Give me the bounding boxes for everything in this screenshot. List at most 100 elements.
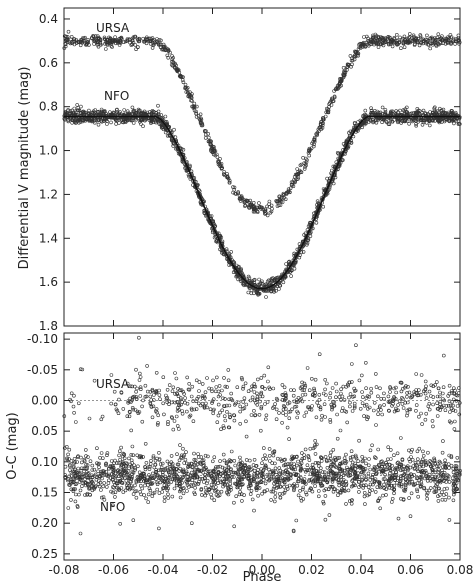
- residual-point-ursa: [265, 400, 270, 404]
- top-data-point-ursa: [428, 36, 432, 41]
- top-data-point-ursa: [109, 44, 114, 48]
- top-data-point-ursa: [441, 38, 445, 42]
- top-data-point-ursa: [65, 40, 70, 44]
- top-data-point-ursa: [307, 146, 312, 151]
- residual-point-ursa: [369, 386, 373, 391]
- top-data-point-ursa: [332, 94, 337, 99]
- residual-point-nfo: [323, 455, 328, 459]
- residual-point-ursa: [376, 412, 380, 417]
- top-data-point-ursa: [352, 53, 357, 58]
- residual-point-nfo: [181, 446, 185, 451]
- top-y-tick-label: 1.8: [39, 319, 58, 333]
- top-data-point-nfo: [292, 266, 297, 271]
- residual-point-ursa: [405, 394, 409, 399]
- residual-point-nfo: [67, 447, 72, 452]
- top-data-point-ursa: [337, 81, 342, 85]
- top-data-point-ursa: [429, 41, 434, 46]
- residual-point-ursa: [236, 400, 241, 405]
- top-data-point-ursa: [197, 116, 202, 121]
- residual-point-nfo: [443, 497, 448, 502]
- top-data-point-ursa: [360, 44, 365, 49]
- top-data-point-nfo: [260, 279, 264, 284]
- residual-point-nfo: [366, 471, 371, 476]
- residual-point-nfo: [172, 486, 177, 491]
- residual-point-ursa: [427, 407, 432, 412]
- top-data-point-ursa: [248, 203, 252, 207]
- residual-point-nfo: [248, 492, 253, 496]
- residual-point-nfo: [146, 500, 150, 504]
- top-data-point-ursa: [369, 40, 374, 45]
- top-data-point-ursa: [243, 203, 248, 208]
- residual-point-nfo: [431, 402, 435, 407]
- residual-point-nfo: [424, 493, 429, 497]
- residual-point-ursa: [134, 367, 138, 372]
- residual-point-nfo: [325, 465, 330, 470]
- residual-point-ursa: [322, 402, 327, 407]
- residual-point-ursa: [374, 385, 379, 389]
- residual-point-nfo: [95, 446, 99, 451]
- residual-point-nfo: [219, 489, 224, 494]
- top-data-point-ursa: [421, 37, 425, 42]
- top-data-point-nfo: [172, 127, 176, 132]
- residual-point-nfo: [408, 514, 413, 519]
- residual-point-ursa: [290, 407, 294, 412]
- top-data-point-ursa: [314, 132, 319, 136]
- residual-point-nfo: [84, 448, 88, 452]
- model-curve-nfo: [64, 115, 460, 290]
- residual-point-ursa: [255, 402, 260, 407]
- residual-point-nfo: [170, 494, 175, 499]
- top-data-point-nfo: [277, 287, 281, 291]
- top-data-point-ursa: [125, 39, 129, 43]
- residual-point-ursa: [173, 371, 177, 375]
- top-data-point-ursa: [103, 37, 107, 42]
- top-data-point-ursa: [398, 35, 402, 40]
- residual-point-ursa: [378, 386, 382, 391]
- residual-point-ursa: [305, 366, 310, 370]
- top-data-point-nfo: [171, 144, 175, 148]
- residual-point-nfo: [69, 498, 73, 502]
- top-data-point-ursa: [185, 90, 190, 94]
- residual-point-ursa: [157, 393, 162, 397]
- residual-point-ursa: [426, 404, 431, 409]
- top-data-point-ursa: [145, 35, 149, 40]
- top-data-point-nfo: [424, 121, 429, 125]
- residual-point-nfo: [376, 447, 381, 452]
- top-data-point-ursa: [249, 202, 253, 207]
- residual-point-nfo: [122, 476, 127, 480]
- top-data-point-ursa: [133, 43, 138, 47]
- top-data-point-ursa: [349, 58, 354, 63]
- residual-point-ursa: [392, 386, 396, 391]
- residual-point-ursa: [291, 393, 296, 398]
- residual-point-ursa: [309, 407, 314, 412]
- residual-point-ursa: [175, 424, 180, 428]
- top-data-point-ursa: [215, 152, 219, 157]
- residual-point-ursa: [223, 418, 228, 423]
- residual-point-ursa: [419, 373, 424, 377]
- top-data-point-ursa: [232, 185, 237, 190]
- top-data-point-nfo: [281, 280, 286, 285]
- residual-point-nfo: [203, 472, 207, 477]
- residual-point-ursa: [394, 390, 399, 395]
- residual-point-ursa: [364, 386, 368, 391]
- top-data-point-ursa: [277, 194, 282, 199]
- residual-point-ursa: [140, 404, 144, 409]
- residual-point-ursa: [238, 421, 242, 426]
- residual-point-nfo: [100, 476, 104, 481]
- residual-point-ursa: [151, 404, 156, 409]
- top-data-point-ursa: [151, 37, 156, 42]
- top-data-point-ursa: [390, 44, 395, 49]
- residual-point-ursa: [324, 381, 329, 386]
- top-data-point-ursa: [327, 101, 332, 105]
- residual-point-ursa: [360, 390, 364, 394]
- residual-point-nfo: [178, 443, 182, 447]
- residual-point-ursa: [69, 391, 74, 396]
- top-data-point-ursa: [312, 135, 317, 140]
- residual-point-nfo: [443, 458, 447, 463]
- residual-point-ursa: [335, 412, 339, 417]
- top-data-point-ursa: [435, 35, 440, 40]
- residual-point-ursa: [348, 400, 352, 405]
- residual-point-ursa: [135, 386, 139, 391]
- top-data-point-ursa: [96, 34, 100, 39]
- residual-point-ursa: [249, 387, 253, 392]
- residual-point-ursa: [187, 381, 191, 386]
